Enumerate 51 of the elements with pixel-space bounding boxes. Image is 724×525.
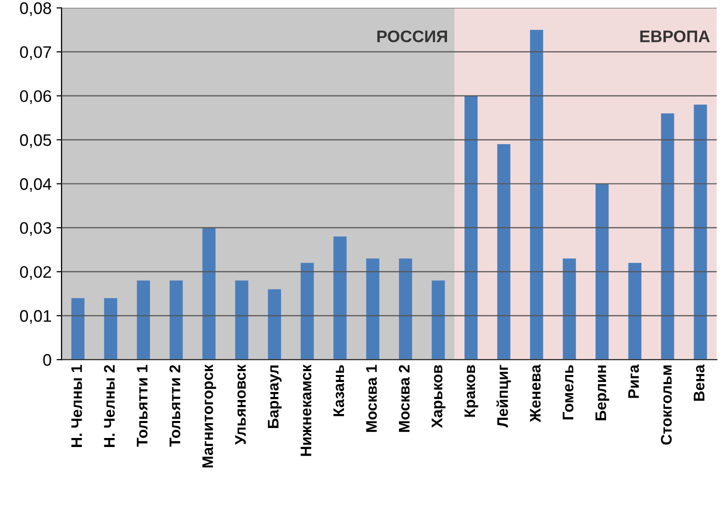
x-tick-label: Гомель: [562, 365, 574, 420]
y-tick-label: 0,03: [20, 222, 52, 236]
bar: [661, 113, 674, 360]
x-tick-label: Краков: [464, 365, 478, 417]
x-tick-label: Н. Челны 1: [71, 364, 82, 447]
x-tick-label: Харьков: [432, 365, 446, 428]
x-tick-label: Стокгольм: [660, 366, 672, 445]
bar: [300, 262, 314, 360]
bar: [136, 280, 150, 360]
x-tick-label: Тольятти 1: [136, 364, 148, 447]
bar: [170, 280, 183, 360]
x-tick-label: Н. Челны 2: [104, 365, 115, 447]
y-tick-label: 0,05: [20, 134, 52, 148]
y-tick-label: 0,01: [20, 310, 52, 324]
bar: [104, 298, 118, 360]
y-tick-label: 0,08: [20, 2, 52, 16]
y-tick-label: 0: [43, 354, 52, 366]
bar: [398, 258, 412, 360]
y-tick-label: 0,06: [20, 90, 52, 104]
x-tick-label: Берлин: [596, 366, 610, 420]
bar: [464, 96, 478, 360]
bar: [333, 236, 347, 360]
bar: [562, 258, 576, 360]
x-tick-label: Казань: [333, 365, 344, 416]
band-label: ЕВРОПА: [640, 30, 710, 42]
bar: [432, 280, 445, 360]
bar: [628, 262, 642, 360]
x-tick-label: Москва 1: [366, 364, 377, 432]
bar: [268, 289, 282, 360]
x-tick-label: Лейпциг: [496, 364, 511, 428]
band-label: РОССИЯ: [377, 30, 448, 42]
bar: [71, 298, 84, 360]
y-tick-label: 0,02: [20, 266, 51, 280]
x-tick-label: Москва 2: [398, 365, 410, 432]
x-tick-label: Женева: [530, 364, 541, 422]
x-tick-label: Нижнекамск: [300, 364, 312, 456]
y-tick-label: 0,04: [20, 178, 52, 192]
bar: [235, 280, 248, 360]
x-tick-label: Барнаул: [268, 366, 282, 428]
bar: [497, 144, 510, 360]
bar: [366, 258, 380, 360]
x-tick-label: Рига: [628, 364, 639, 398]
bar: [596, 184, 609, 360]
bar: [530, 30, 544, 360]
x-tick-label: Ульяновск: [235, 364, 246, 445]
bar: [694, 104, 707, 360]
bar: [202, 228, 216, 360]
y-tick-label: 0,07: [20, 46, 51, 60]
x-tick-label: Вена: [694, 364, 704, 401]
x-tick-label: Тольятти 2: [169, 365, 180, 447]
x-tick-label: Магнитогорск: [202, 364, 216, 468]
